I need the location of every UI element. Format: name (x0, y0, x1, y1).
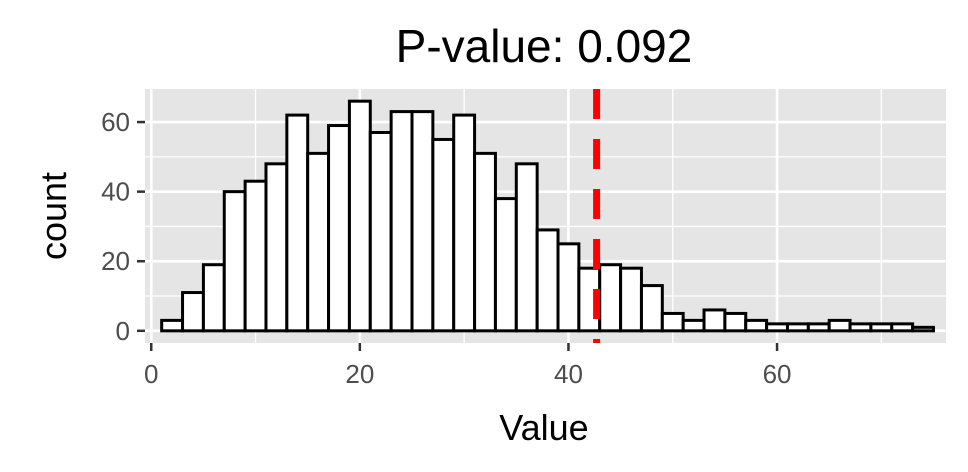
histogram-bar (639, 284, 664, 333)
histogram-bar (598, 263, 623, 333)
histogram-bar (827, 318, 852, 333)
histogram-bar (765, 322, 789, 333)
histogram-bar (264, 162, 289, 333)
histogram-bar (452, 113, 477, 333)
histogram-bar (493, 197, 518, 333)
y-axis-ticks: 0 20 40 60 (101, 107, 145, 346)
histogram-bar (431, 137, 456, 333)
histogram-bar (222, 190, 247, 333)
histogram-bar (785, 322, 810, 333)
histogram-bar (619, 266, 643, 333)
histogram-bar (681, 318, 706, 333)
histogram-bar (389, 110, 414, 333)
histogram-bar (473, 151, 497, 333)
histogram-bar (410, 110, 435, 333)
histogram-bar (327, 124, 351, 333)
x-tick-label: 0 (144, 359, 158, 389)
histogram-bar (806, 322, 831, 333)
histogram-bar (890, 322, 915, 333)
histogram-bar (285, 113, 310, 333)
histogram-bar (181, 291, 205, 333)
histogram-bar (744, 318, 769, 333)
histogram-bar (556, 242, 581, 333)
x-axis-ticks: 0 20 40 60 (144, 343, 792, 389)
histogram-bar (535, 228, 560, 333)
histogram-bar (368, 130, 393, 333)
y-axis-title: count (33, 172, 74, 260)
y-tick-label: 0 (116, 316, 130, 346)
histogram-bar (869, 322, 894, 333)
histogram-bar (306, 151, 331, 333)
histogram-bar (723, 311, 748, 333)
histogram-bar (702, 308, 727, 333)
x-tick-label: 40 (554, 359, 583, 389)
histogram-bar (160, 318, 185, 333)
chart-title: P-value: 0.092 (396, 20, 693, 72)
y-tick-label: 20 (101, 246, 130, 276)
histogram-bar (848, 322, 873, 333)
histogram-bar (347, 99, 372, 333)
histogram-bar (660, 311, 685, 333)
histogram-bar (514, 162, 539, 333)
histogram-bar (243, 179, 268, 333)
histogram-bar (201, 263, 226, 333)
x-axis-title: Value (499, 407, 588, 448)
x-tick-label: 20 (345, 359, 374, 389)
y-tick-label: 60 (101, 107, 130, 137)
histogram-bars (160, 99, 935, 333)
histogram-bar (911, 325, 935, 333)
x-tick-label: 60 (763, 359, 792, 389)
y-tick-label: 40 (101, 177, 130, 207)
